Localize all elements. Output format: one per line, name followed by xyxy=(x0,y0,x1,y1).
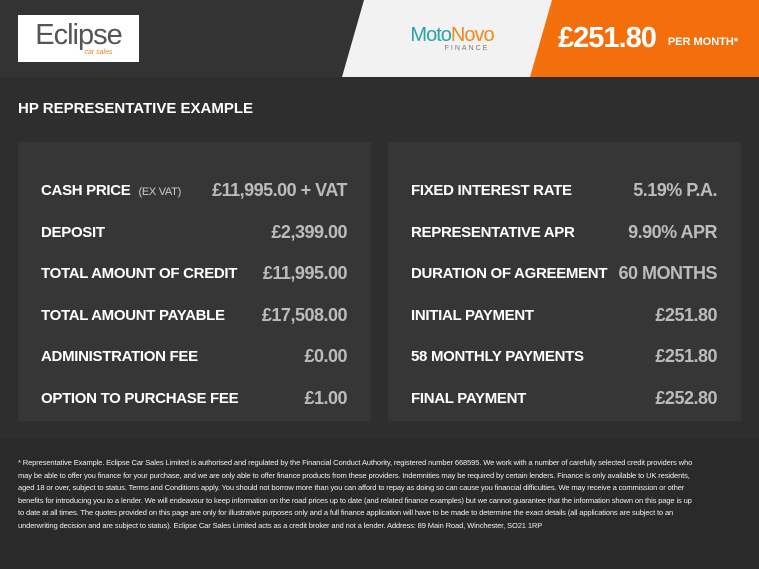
row-label: CASH PRICE (EX VAT) xyxy=(41,182,181,199)
row-value: £0.00 xyxy=(304,346,347,367)
finance-row: TOTAL AMOUNT OF CREDIT £11,995.00 xyxy=(41,253,348,295)
motonovo-finance: FINANCE xyxy=(444,45,490,52)
row-label-text: OPTION TO PURCHASE FEE xyxy=(41,389,239,407)
row-value: £11,995.00 xyxy=(262,263,348,284)
row-label: ADMINISTRATION FEE xyxy=(41,348,198,365)
row-label-text: REPRESENTATIVE APR xyxy=(411,223,575,241)
eclipse-logo[interactable]: Eclipse car sales xyxy=(18,15,139,62)
row-label-text: DURATION OF AGREEMENT xyxy=(411,265,608,283)
row-label: FIXED INTEREST RATE xyxy=(411,182,572,199)
row-label: TOTAL AMOUNT OF CREDIT xyxy=(41,265,237,282)
row-label: DEPOSIT xyxy=(41,224,105,241)
row-label: 58 MONTHLY PAYMENTS xyxy=(411,348,584,365)
row-value: 60 MONTHS xyxy=(618,263,717,284)
finance-row: ADMINISTRATION FEE £0.00 xyxy=(41,336,347,378)
motonovo-logo: MotoNovo FINANCE xyxy=(342,0,562,77)
row-label-text: FIXED INTEREST RATE xyxy=(411,182,572,200)
row-value: £251.80 xyxy=(655,304,717,325)
row-label-text: CASH PRICE xyxy=(41,182,131,200)
logo-subtext: car sales xyxy=(84,49,113,56)
row-value: £1.00 xyxy=(304,387,347,408)
row-label: OPTION TO PURCHASE FEE xyxy=(41,389,239,407)
row-label-text: TOTAL AMOUNT OF CREDIT xyxy=(41,265,238,283)
motonovo-novo: Novo xyxy=(450,24,494,46)
monthly-price-banner: £251.80 PER MONTH* xyxy=(530,0,759,77)
left-panel: CASH PRICE (EX VAT) £11,995.00 + VAT DEPOSI… xyxy=(18,142,371,421)
finance-row: CASH PRICE (EX VAT) £11,995.00 + VAT xyxy=(41,170,347,212)
header: Eclipse car sales MotoNovo FINANCE £251.… xyxy=(0,0,759,77)
finance-row: 58 MONTHLY PAYMENTS £251.80 xyxy=(411,336,717,378)
row-label-text: INITIAL PAYMENT xyxy=(411,306,534,324)
finance-row: DEPOSIT £2,399.00 xyxy=(41,212,347,254)
finance-row: DURATION OF AGREEMENT 60 MONTHS xyxy=(411,253,717,295)
row-label: INITIAL PAYMENT xyxy=(411,307,534,324)
row-label: TOTAL AMOUNT PAYABLE xyxy=(41,307,225,324)
finance-row: FIXED INTEREST RATE 5.19% P.A. xyxy=(411,170,717,212)
row-value: £252.80 xyxy=(655,387,717,408)
row-label-text: ADMINISTRATION FEE xyxy=(41,348,198,366)
row-label-text: TOTAL AMOUNT PAYABLE xyxy=(41,306,225,324)
monthly-price: £251.80 xyxy=(558,22,657,54)
right-panel: FIXED INTEREST RATE 5.19% P.A. REPRESENTAT… xyxy=(388,142,741,421)
finance-row: FINAL PAYMENT £252.80 xyxy=(411,378,717,420)
finance-row: REPRESENTATIVE APR 9.90% APR xyxy=(411,212,717,254)
row-value: £11,995.00 + VAT xyxy=(212,180,347,201)
finance-row: OPTION TO PURCHASE FEE £1.00 xyxy=(41,378,347,420)
row-value: £251.80 xyxy=(655,346,717,367)
logo-text: Eclipse xyxy=(35,19,122,51)
row-value: £17,508.00 xyxy=(261,304,348,325)
row-value: £2,399.00 xyxy=(271,221,347,242)
row-label: DURATION OF AGREEMENT xyxy=(411,265,608,283)
finance-row: TOTAL AMOUNT PAYABLE £17,508.00 xyxy=(41,295,348,337)
disclaimer-text: * Representative Example. Eclipse Car Sa… xyxy=(18,458,693,530)
row-label: REPRESENTATIVE APR xyxy=(411,224,575,241)
row-label-text: FINAL PAYMENT xyxy=(411,389,527,407)
row-note: (EX VAT) xyxy=(138,186,182,199)
row-label-text: DEPOSIT xyxy=(41,223,105,241)
finance-row: INITIAL PAYMENT £251.80 xyxy=(411,295,717,337)
page-title: HP REPRESENTATIVE EXAMPLE xyxy=(18,100,254,117)
row-value: 9.90% APR xyxy=(628,221,717,242)
footer: * Representative Example. Eclipse Car Sa… xyxy=(0,438,759,569)
row-label: FINAL PAYMENT xyxy=(411,390,526,407)
per-month-label: PER MONTH* xyxy=(667,35,739,48)
row-label-text: 58 MONTHLY PAYMENTS xyxy=(411,348,584,366)
motonovo-moto: Moto xyxy=(410,24,451,46)
row-value: 5.19% P.A. xyxy=(633,180,717,201)
